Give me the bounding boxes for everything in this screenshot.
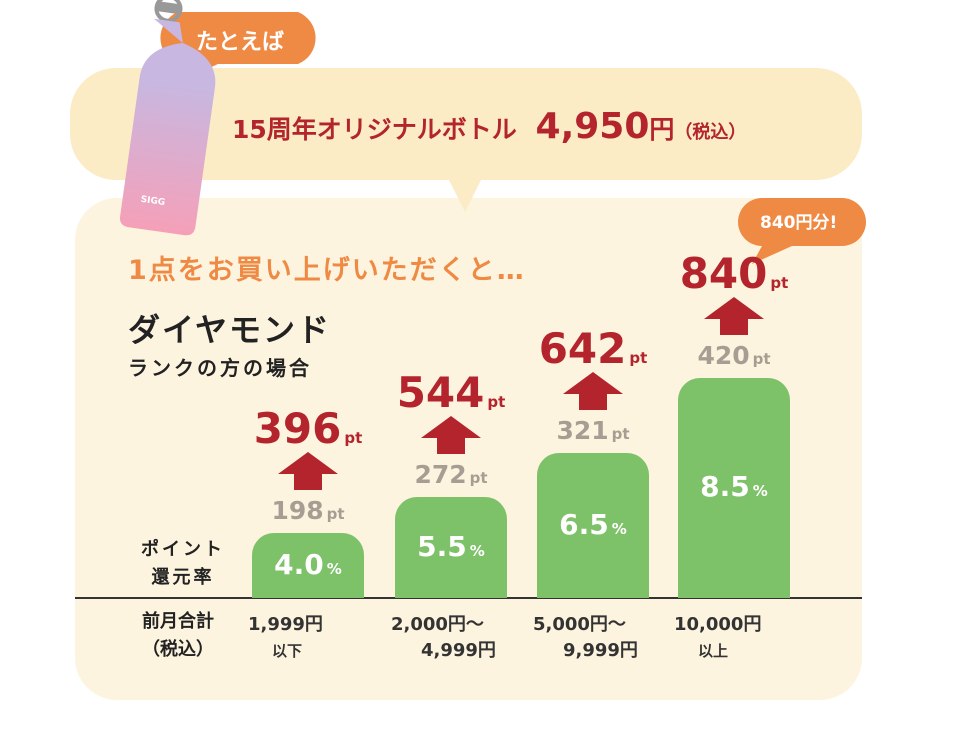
arrow [278,452,338,490]
unit: pt [469,469,488,487]
arrow [421,416,481,454]
range-line: 以下 [272,642,303,660]
number: 8.5 [700,470,750,503]
product: 15周年オリジナルボトル [232,115,517,144]
range: 1,999円 以下 [248,612,388,664]
range-line: 10,000円 [674,614,762,635]
price-unit: 円 [649,115,675,144]
number: 198 [271,496,324,525]
note-bubble [738,198,866,264]
bubble [70,68,862,180]
callout: たとえば [196,30,285,55]
bubble-pointer [448,178,482,212]
range: 2,000円～ 4,999円 [391,612,531,664]
unit: % [326,559,342,578]
number: 6.5 [559,507,609,541]
total-points: 544 pt [351,368,551,417]
rate: 6.5% [537,508,649,541]
range: 5,000円～ 9,999円 [533,612,673,664]
note: 840円分! [760,213,838,233]
bar [395,497,507,598]
range: 10,000円以上 [674,612,814,664]
total-label-line: （税込） [142,639,214,660]
arrow [704,297,764,335]
number: 321 [556,416,609,445]
unit: pt [770,274,789,292]
rate-label-line: 還元率 [151,567,215,588]
bottle: SIGG [119,0,216,236]
number: 840 [679,249,768,298]
unit: % [752,482,768,500]
rate: 8.5% [678,470,790,503]
base-points: 272 pt [371,460,531,489]
range-line: 9,999円 [563,640,638,661]
arrow [563,372,623,410]
number: 420 [697,341,750,370]
price: 4,950 [535,106,650,147]
rate-label-line: ポイント [141,539,225,560]
rank-sub: ランクの方の場合 [128,356,312,380]
unit: pt [344,429,363,447]
number: 396 [253,404,342,453]
range-line: 以上 [698,642,729,660]
unit: % [469,541,485,560]
number: 5.5 [417,529,467,563]
base-points: 321 pt [513,416,673,445]
tax: （税込） [674,122,747,143]
range-line: 5,000円～ [533,614,626,635]
rank-name: ダイヤモンド [128,311,332,349]
bar [252,533,364,598]
total-label: 前月合計 （税込） [118,608,238,664]
unit: pt [629,349,648,367]
total-points: 396 pt [208,404,408,453]
base-points: 420 pt [654,341,814,370]
unit: pt [487,393,506,411]
bar [537,453,649,598]
product-line: 15周年オリジナルボトル 4,950円（税込） [232,106,746,147]
rate-label: ポイント 還元率 [128,536,238,592]
svg-text:SIGG: SIGG [140,195,166,208]
rate: 5.5% [395,530,507,563]
total-label-line: 前月合計 [142,611,214,632]
base-points: 198 pt [228,496,388,525]
number: 4.0 [274,547,324,581]
unit: % [611,519,627,538]
range-line: 4,999円 [421,640,496,661]
unit: pt [326,505,345,523]
rate: 4.0% [252,548,364,581]
lead: 1点をお買い上げいただくと… [128,255,526,286]
unit: pt [611,425,630,443]
number: 272 [414,460,467,489]
bar [678,378,790,598]
total-points: 840 pt [634,249,834,298]
range-line: 2,000円～ [391,614,484,635]
number: 642 [538,324,627,373]
total-points: 642 pt [493,324,693,373]
range-line: 1,999円 [248,614,323,635]
number: 544 [396,368,485,417]
unit: pt [752,350,771,368]
